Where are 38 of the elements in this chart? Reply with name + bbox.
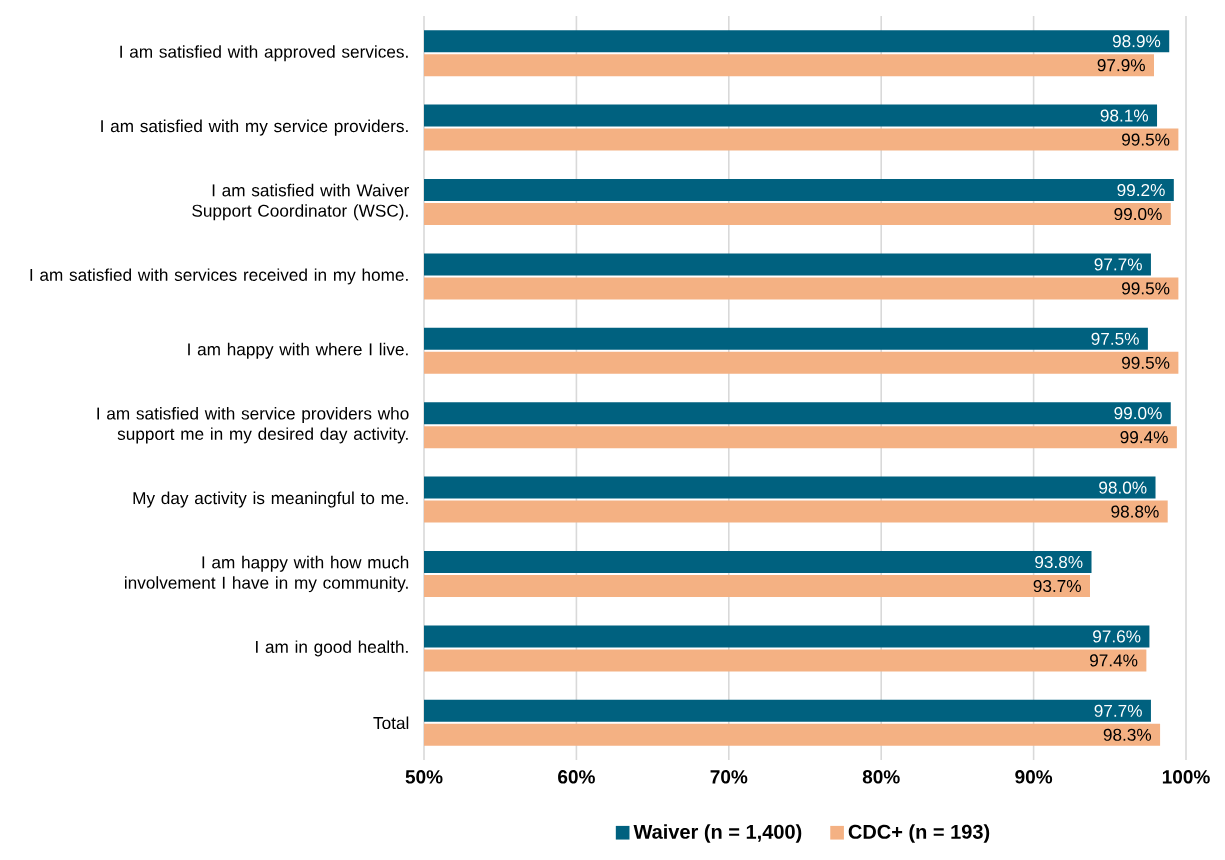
data-label: 97.6% [1093,630,1141,643]
x-tick-label: 60% [558,770,595,784]
y-tick-label: I am happy with how much involvement I have in my community. [125,555,409,593]
y-tick-label: My day activity is meaningful to me. [133,491,408,508]
data-label: 98.8% [1111,505,1159,518]
x-tick-label: 70% [710,770,748,784]
data-label: 99.4% [1120,431,1168,444]
y-tick-label: I am satisfied with Waiver Support Coordinator (WSC). [192,183,410,221]
x-tick-label: 90% [1015,770,1053,784]
y-tick-label: I am in good health. [256,640,408,657]
data-label: 97.4% [1090,654,1138,667]
data-label: 93.8% [1035,555,1083,569]
data-label: 98.9% [1112,35,1161,48]
data-label: 99.5% [1122,133,1170,146]
x-tick-label: 50% [405,770,443,784]
data-label: 99.2% [1117,183,1165,197]
data-label: 99.5% [1122,282,1170,295]
data-label: 93.7% [1033,579,1081,593]
x-tick-label: 80% [862,770,900,784]
y-tick-label: I am satisfied with approved services. [120,45,408,62]
data-label: 97.7% [1094,258,1142,271]
legend-label: CDC+ (n = 193) [848,824,990,843]
y-tick-label: I am happy with where I live. [188,342,408,359]
data-label: 97.5% [1091,332,1139,345]
y-tick-label: I am satisfied with service providers who support me in my desired day activity. [97,406,409,444]
data-label: 97.9% [1097,59,1145,72]
y-tick-label: I am satisfied with services received in my home. [30,268,408,285]
data-label: 98.0% [1099,481,1147,494]
data-label: 99.0% [1114,207,1162,221]
data-label: 98.1% [1100,109,1149,122]
data-label: 99.0% [1114,407,1162,420]
y-tick-label: I am satisfied with my service providers. [101,119,408,136]
x-tick-label: 100% [1162,770,1210,784]
data-label: 97.7% [1094,704,1142,717]
legend-label: Waiver (n = 1,400) [633,824,802,843]
data-label: 98.3% [1103,728,1152,741]
y-tick-label: Total [373,716,409,730]
data-label: 99.5% [1122,356,1170,369]
